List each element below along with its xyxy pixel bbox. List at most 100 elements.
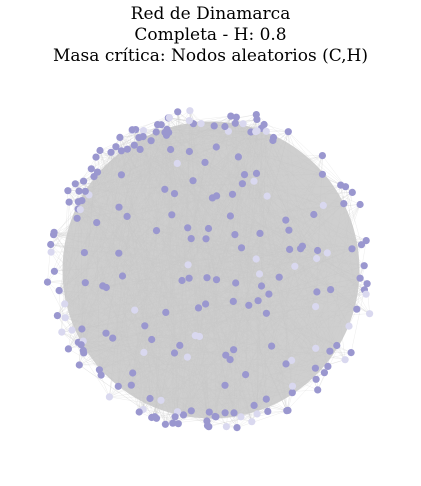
network-edge <box>259 229 289 234</box>
network-edge <box>156 131 317 259</box>
network-edge <box>118 207 242 417</box>
network-edge <box>291 244 362 361</box>
network-edge <box>112 337 287 365</box>
network-edge <box>171 214 316 307</box>
network-edge <box>77 197 213 219</box>
network-edge <box>99 150 318 251</box>
network-edge <box>134 145 325 373</box>
network-node <box>174 420 182 428</box>
network-node <box>65 198 73 206</box>
network-node <box>275 273 283 281</box>
network-edge <box>235 233 261 284</box>
network-edge <box>138 352 175 413</box>
network-edge <box>64 282 86 318</box>
network-edge <box>118 136 144 387</box>
network-edge <box>234 234 325 373</box>
network-edge <box>121 150 362 245</box>
network-edge <box>172 345 181 424</box>
network-edge <box>238 156 267 400</box>
network-node <box>248 418 256 426</box>
network-node <box>102 283 110 292</box>
network-edge <box>216 244 362 280</box>
network-edge <box>54 232 234 302</box>
network-edge <box>61 331 217 418</box>
network-node <box>93 219 101 227</box>
network-edge <box>161 124 274 138</box>
network-node <box>202 300 210 308</box>
network-edge <box>131 130 331 290</box>
network-node <box>362 290 370 298</box>
network-edge <box>58 130 144 291</box>
network-edge <box>155 131 178 164</box>
network-edge <box>121 150 292 361</box>
network-edge <box>64 202 70 304</box>
network-edge <box>256 252 328 414</box>
network-edge <box>166 135 288 411</box>
network-edge <box>187 131 267 358</box>
network-edge <box>208 228 316 307</box>
network-node <box>262 309 270 317</box>
network-edge <box>118 195 217 254</box>
network-edge <box>77 218 262 287</box>
network-edge <box>160 349 234 401</box>
network-edge <box>160 282 236 401</box>
network-edge <box>143 126 226 353</box>
network-edge <box>79 363 287 366</box>
network-edge <box>71 146 117 331</box>
network-node <box>47 248 55 256</box>
network-node <box>147 137 155 145</box>
network-edge <box>261 128 267 400</box>
network-edge <box>171 214 236 284</box>
network-edge <box>101 306 316 376</box>
network-edge <box>236 117 288 411</box>
network-edge <box>105 332 272 347</box>
network-edge <box>75 174 323 185</box>
network-edge <box>131 228 209 386</box>
network-edge <box>142 136 167 313</box>
network-edge <box>138 137 337 346</box>
network-edge <box>53 234 317 259</box>
network-edge <box>245 204 361 375</box>
network-edge <box>80 149 171 345</box>
network-node <box>242 371 250 379</box>
network-edge <box>109 396 267 400</box>
network-edge <box>99 293 270 371</box>
network-node <box>201 158 209 166</box>
network-edge <box>261 285 357 310</box>
network-edge <box>97 171 196 336</box>
network-edge <box>119 137 324 206</box>
network-node <box>205 423 213 431</box>
network-edge <box>165 233 261 425</box>
network-node <box>212 413 220 421</box>
network-edge <box>179 146 217 346</box>
network-edge <box>168 117 318 293</box>
network-edge <box>65 312 166 318</box>
network-edge <box>150 140 329 367</box>
network-edge <box>150 140 207 239</box>
network-edge <box>126 216 292 361</box>
network-edge <box>181 280 293 393</box>
network-edge <box>170 149 267 314</box>
network-node <box>252 169 261 177</box>
network-edge <box>164 132 235 413</box>
network-edge <box>64 132 169 305</box>
network-edge <box>85 191 290 250</box>
network-edge <box>50 251 242 417</box>
network-edge <box>67 190 337 346</box>
network-edge <box>91 168 194 181</box>
network-node <box>162 308 170 316</box>
network-edge <box>106 245 303 288</box>
network-edge <box>53 163 178 235</box>
network-node <box>229 297 237 305</box>
network-edge <box>59 290 216 417</box>
network-edge <box>172 350 331 424</box>
network-edge <box>105 308 357 334</box>
network-edge <box>58 156 239 291</box>
network-edge <box>224 126 316 369</box>
network-node <box>187 235 195 243</box>
network-edge <box>97 172 104 286</box>
network-edge <box>118 282 236 387</box>
network-edge <box>165 146 217 313</box>
network-edge <box>80 238 207 345</box>
network-edge <box>115 146 208 278</box>
